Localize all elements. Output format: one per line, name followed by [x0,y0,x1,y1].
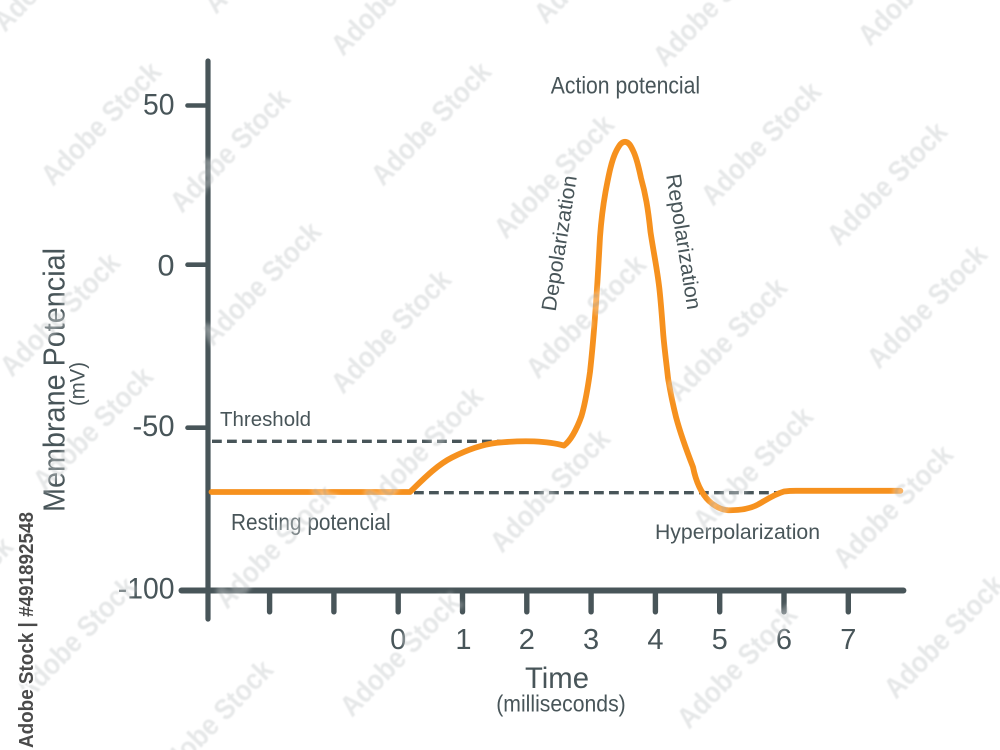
svg-text:Hyperpolarization: Hyperpolarization [655,520,820,544]
svg-text:(mV): (mV) [66,362,90,406]
svg-text:-50: -50 [133,410,175,443]
svg-text:2: 2 [519,624,535,656]
svg-text:Time: Time [525,662,589,695]
svg-text:1: 1 [455,624,471,656]
svg-text:4: 4 [647,624,663,656]
svg-text:(milliseconds): (milliseconds) [496,691,626,717]
svg-text:7: 7 [840,624,856,656]
svg-text:Action potencial: Action potencial [551,72,700,99]
svg-text:Adobe Stock | #491892548: Adobe Stock | #491892548 [16,512,38,748]
svg-text:0: 0 [158,250,175,283]
svg-text:3: 3 [583,624,599,656]
svg-text:5: 5 [712,624,728,656]
svg-text:Threshold: Threshold [220,409,311,431]
